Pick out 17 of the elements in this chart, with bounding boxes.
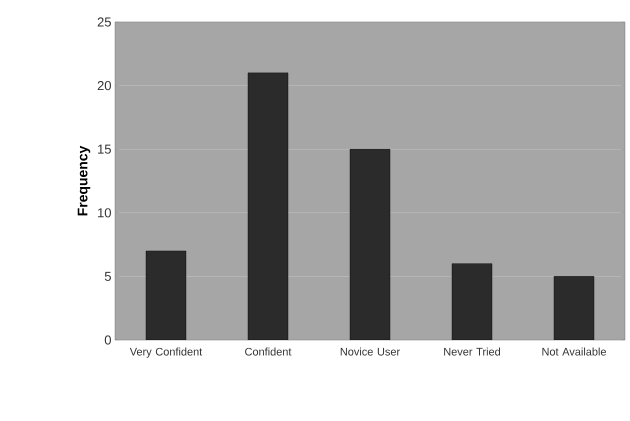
x-tick-label: Never Tried [444, 348, 500, 356]
y-tick-label: 15 [98, 144, 111, 154]
bar [554, 276, 594, 340]
x-tick-label: Not Available [542, 348, 606, 356]
y-axis-title: Frequency [78, 146, 90, 216]
y-tick-label: 5 [104, 272, 111, 281]
y-tick-label: 20 [98, 81, 111, 90]
bar [350, 149, 390, 340]
y-tick-label: 0 [104, 335, 111, 345]
y-tick-label: 25 [98, 17, 111, 27]
bar [452, 263, 492, 340]
x-tick-label: Very Confident [130, 348, 202, 358]
x-tick-label: Confident [245, 348, 292, 356]
bar [146, 250, 186, 340]
y-tick-label: 10 [98, 208, 111, 218]
x-tick-label: Novice User [340, 348, 400, 356]
bar [248, 72, 288, 340]
